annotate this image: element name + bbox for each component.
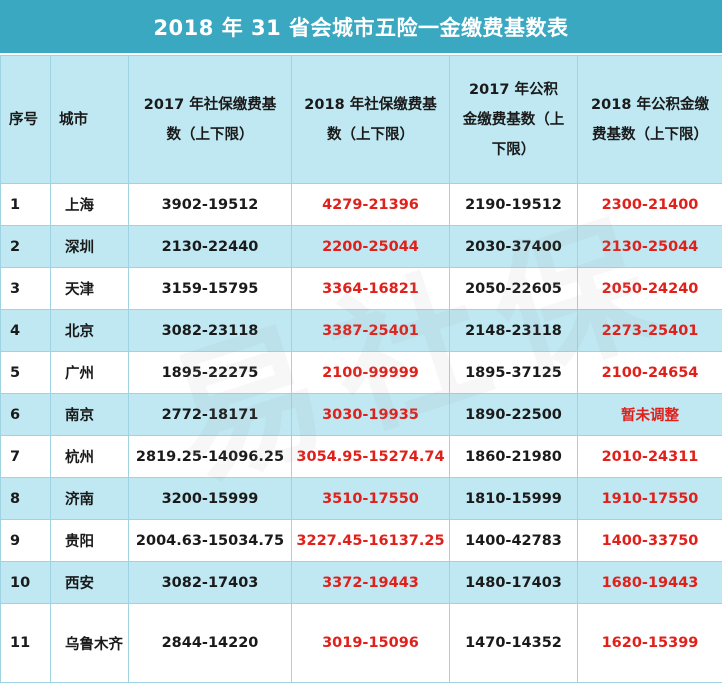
row-index-cell: 7 — [0, 435, 51, 478]
row-index-cell: 11 — [0, 603, 51, 683]
table-row: 1 上海 3902-19512 4279-21396 2190-19512 2300-21… — [0, 183, 722, 226]
housing-fund-2018-cell: 2300-21400 — [577, 183, 722, 226]
social-security-2018-cell: 3030-19935 — [291, 393, 450, 436]
city-cell: 深圳 — [50, 225, 129, 268]
social-security-2017-cell: 3200-15999 — [128, 477, 292, 520]
social-security-2018-cell: 3510-17550 — [291, 477, 450, 520]
city-cell: 杭州 — [50, 435, 129, 478]
row-index-cell: 5 — [0, 351, 51, 394]
housing-fund-2017-cell: 1810-15999 — [449, 477, 578, 520]
contribution-base-table: 序号 城市 2017 年社保缴费基数（上下限） 2018 年社保缴费基数（上下限… — [0, 55, 722, 683]
housing-fund-2018-cell: 2010-24311 — [577, 435, 722, 478]
column-header-housing-fund-2018: 2018 年公积金缴费基数（上下限） — [577, 55, 722, 184]
social-security-2018-cell: 2200-25044 — [291, 225, 450, 268]
housing-fund-2017-cell: 2148-23118 — [449, 309, 578, 352]
row-index-cell: 8 — [0, 477, 51, 520]
social-security-2017-cell: 3902-19512 — [128, 183, 292, 226]
housing-fund-2017-cell: 1480-17403 — [449, 561, 578, 604]
social-security-2017-cell: 3082-17403 — [128, 561, 292, 604]
housing-fund-2017-cell: 1895-37125 — [449, 351, 578, 394]
social-security-2018-cell: 3227.45-16137.25 — [291, 519, 450, 562]
housing-fund-2018-cell: 暂未调整 — [577, 393, 722, 436]
housing-fund-2017-cell: 2050-22605 — [449, 267, 578, 310]
housing-fund-2017-cell: 2030-37400 — [449, 225, 578, 268]
city-cell: 乌鲁木齐 — [50, 603, 129, 683]
column-header-index: 序号 — [0, 55, 51, 184]
housing-fund-2017-cell: 1860-21980 — [449, 435, 578, 478]
city-cell: 南京 — [50, 393, 129, 436]
social-security-2017-cell: 2004.63-15034.75 — [128, 519, 292, 562]
social-security-2018-cell: 2100-99999 — [291, 351, 450, 394]
social-security-2017-cell: 2819.25-14096.25 — [128, 435, 292, 478]
row-index-cell: 3 — [0, 267, 51, 310]
housing-fund-2018-cell: 2273-25401 — [577, 309, 722, 352]
social-security-2017-cell: 1895-22275 — [128, 351, 292, 394]
housing-fund-2018-cell: 2050-24240 — [577, 267, 722, 310]
housing-fund-2018-cell: 1680-19443 — [577, 561, 722, 604]
social-security-2017-cell: 3159-15795 — [128, 267, 292, 310]
table-row: 10 西安 3082-17403 3372-19443 1480-17403 1680-1… — [0, 561, 722, 604]
social-security-2018-cell: 4279-21396 — [291, 183, 450, 226]
column-header-city: 城市 — [50, 55, 129, 184]
table-row: 2 深圳 2130-22440 2200-25044 2030-37400 2130-25… — [0, 225, 722, 268]
city-cell: 北京 — [50, 309, 129, 352]
housing-fund-2017-cell: 2190-19512 — [449, 183, 578, 226]
social-security-2017-cell: 3082-23118 — [128, 309, 292, 352]
city-cell: 济南 — [50, 477, 129, 520]
row-index-cell: 9 — [0, 519, 51, 562]
housing-fund-2017-cell: 1890-22500 — [449, 393, 578, 436]
housing-fund-2018-cell: 1400-33750 — [577, 519, 722, 562]
column-header-social-security-2017: 2017 年社保缴费基数（上下限） — [128, 55, 292, 184]
table-body: 1 上海 3902-19512 4279-21396 2190-19512 2300-21… — [0, 183, 722, 683]
table-row: 11 乌鲁木齐 2844-14220 3019-15096 1470-14352 1620… — [0, 603, 722, 683]
row-index-cell: 6 — [0, 393, 51, 436]
row-index-cell: 2 — [0, 225, 51, 268]
table-header-row: 序号 城市 2017 年社保缴费基数（上下限） 2018 年社保缴费基数（上下限… — [0, 55, 722, 184]
housing-fund-2018-cell: 1910-17550 — [577, 477, 722, 520]
social-security-2018-cell: 3372-19443 — [291, 561, 450, 604]
social-security-2018-cell: 3019-15096 — [291, 603, 450, 683]
housing-fund-2017-cell: 1400-42783 — [449, 519, 578, 562]
city-cell: 西安 — [50, 561, 129, 604]
table-row: 5 广州 1895-22275 2100-99999 1895-37125 2100-24… — [0, 351, 722, 394]
housing-fund-2018-cell: 2100-24654 — [577, 351, 722, 394]
table-row: 7 杭州 2819.25-14096.25 3054.95-15274.74 1860-… — [0, 435, 722, 478]
column-header-housing-fund-2017: 2017 年公积金缴费基数（上下限） — [449, 55, 578, 184]
social-security-2018-cell: 3364-16821 — [291, 267, 450, 310]
table-row: 3 天津 3159-15795 3364-16821 2050-22605 2050-24… — [0, 267, 722, 310]
row-index-cell: 10 — [0, 561, 51, 604]
table-row: 9 贵阳 2004.63-15034.75 3227.45-16137.25 1400-… — [0, 519, 722, 562]
city-cell: 贵阳 — [50, 519, 129, 562]
city-cell: 上海 — [50, 183, 129, 226]
row-index-cell: 1 — [0, 183, 51, 226]
city-cell: 天津 — [50, 267, 129, 310]
city-cell: 广州 — [50, 351, 129, 394]
social-security-2018-cell: 3054.95-15274.74 — [291, 435, 450, 478]
table-row: 6 南京 2772-18171 3030-19935 1890-22500 暂未调整 — [0, 393, 722, 436]
social-security-2017-cell: 2844-14220 — [128, 603, 292, 683]
table-row: 4 北京 3082-23118 3387-25401 2148-23118 2273-25… — [0, 309, 722, 352]
housing-fund-2017-cell: 1470-14352 — [449, 603, 578, 683]
page-title: 2018 年 31 省会城市五险一金缴费基数表 — [0, 0, 722, 55]
social-security-2018-cell: 3387-25401 — [291, 309, 450, 352]
social-security-2017-cell: 2130-22440 — [128, 225, 292, 268]
row-index-cell: 4 — [0, 309, 51, 352]
housing-fund-2018-cell: 1620-15399 — [577, 603, 722, 683]
table-row: 8 济南 3200-15999 3510-17550 1810-15999 1910-17… — [0, 477, 722, 520]
housing-fund-2018-cell: 2130-25044 — [577, 225, 722, 268]
column-header-social-security-2018: 2018 年社保缴费基数（上下限） — [291, 55, 450, 184]
social-security-2017-cell: 2772-18171 — [128, 393, 292, 436]
